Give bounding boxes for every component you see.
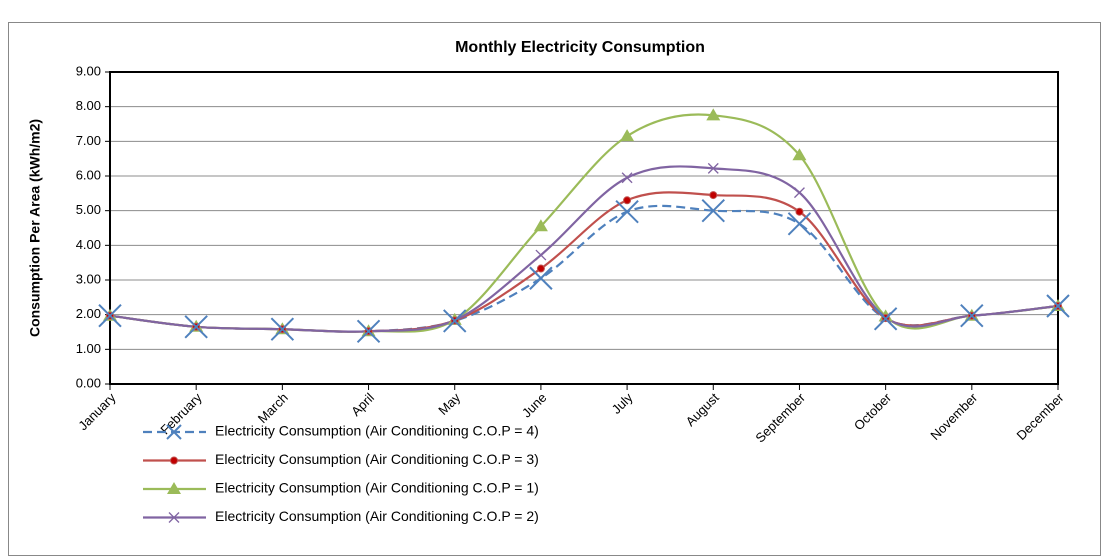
marker [98,303,122,328]
marker [536,264,545,273]
marker [621,172,633,184]
marker [795,207,804,216]
marker [529,266,553,290]
legend-marker [167,482,181,494]
marker [620,129,635,142]
marker [270,317,295,341]
marker [787,212,812,236]
marker [443,309,467,333]
marker [792,148,807,161]
y-tick-label: 7.00 [76,133,101,148]
y-tick-label: 4.00 [76,237,101,252]
marker [615,199,639,224]
marker [356,319,381,344]
y-tick-label: 5.00 [76,202,101,217]
marker [701,198,725,223]
legend-label: Electricity Consumption (Air Conditionin… [215,508,539,524]
legend-marker [168,512,180,523]
marker [793,187,805,199]
marker [184,315,208,339]
legend-label: Electricity Consumption (Air Conditionin… [215,423,539,439]
y-axis-label: Consumption Per Area (kWh/m2) [27,119,43,337]
chart-title: Monthly Electricity Consumption [455,39,705,56]
y-tick-label: 8.00 [76,98,101,113]
chart-frame [8,22,1101,556]
marker [535,249,547,261]
y-tick-label: 6.00 [76,167,101,182]
marker [873,307,898,331]
legend-marker [170,456,178,465]
marker [533,219,548,232]
marker [1046,294,1070,318]
marker [960,303,984,328]
marker [707,162,719,174]
y-tick-label: 0.00 [76,375,101,390]
marker [706,108,721,121]
y-tick-label: 1.00 [76,341,101,356]
plot-frame [109,71,1059,385]
legend-label: Electricity Consumption (Air Conditionin… [215,480,539,496]
legend-label: Electricity Consumption (Air Conditionin… [215,451,539,467]
marker [623,196,632,205]
y-tick-label: 9.00 [76,63,101,78]
y-tick-label: 2.00 [76,306,101,321]
legend-marker [166,424,182,440]
marker [709,191,718,200]
y-tick-label: 3.00 [76,271,101,286]
